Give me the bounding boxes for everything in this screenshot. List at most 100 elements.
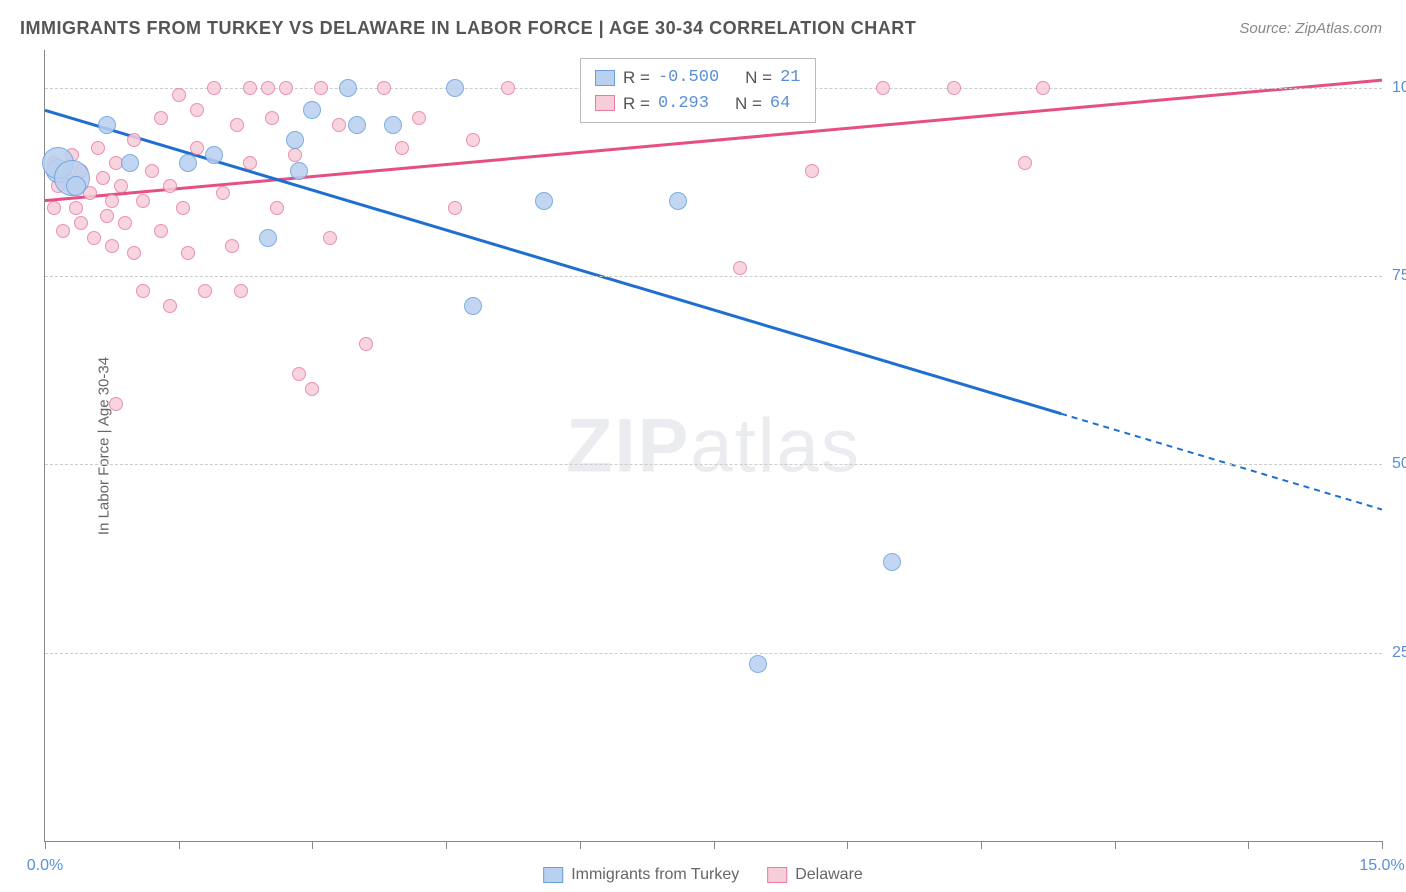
data-point (179, 154, 197, 172)
gridline (45, 276, 1382, 277)
correlation-legend-row: R =-0.500N =21 (595, 65, 801, 91)
x-tick (714, 841, 715, 849)
data-point (348, 116, 366, 134)
data-point (290, 162, 308, 180)
source-attribution: Source: ZipAtlas.com (1239, 20, 1382, 37)
data-point (261, 81, 275, 95)
x-tick (847, 841, 848, 849)
gridline (45, 653, 1382, 654)
data-point (205, 146, 223, 164)
x-tick (1248, 841, 1249, 849)
legend-swatch (595, 70, 615, 86)
data-point (198, 284, 212, 298)
data-point (100, 209, 114, 223)
y-tick-label: 50.0% (1392, 455, 1406, 473)
source-prefix: Source: (1239, 20, 1295, 37)
data-point (286, 131, 304, 149)
series-legend: Immigrants from Turkey Delaware (543, 866, 863, 884)
data-point (384, 116, 402, 134)
data-point (733, 261, 747, 275)
data-point (1018, 156, 1032, 170)
data-point (47, 201, 61, 215)
data-point (314, 81, 328, 95)
n-label: N = (735, 91, 762, 117)
data-point (181, 246, 195, 260)
x-tick-label: 0.0% (27, 857, 63, 875)
data-point (1036, 81, 1050, 95)
x-tick (179, 841, 180, 849)
chart-title: IMMIGRANTS FROM TURKEY VS DELAWARE IN LA… (20, 18, 916, 39)
data-point (56, 224, 70, 238)
data-point (225, 239, 239, 253)
trend-line (1061, 414, 1382, 510)
data-point (74, 216, 88, 230)
legend-item: Delaware (767, 866, 863, 884)
data-point (234, 284, 248, 298)
data-point (243, 81, 257, 95)
data-point (292, 367, 306, 381)
data-point (279, 81, 293, 95)
data-point (270, 201, 284, 215)
data-point (114, 179, 128, 193)
data-point (87, 231, 101, 245)
data-point (207, 81, 221, 95)
data-point (883, 553, 901, 571)
data-point (98, 116, 116, 134)
data-point (145, 164, 159, 178)
data-point (136, 284, 150, 298)
data-point (332, 118, 346, 132)
data-point (190, 141, 204, 155)
legend-label: Immigrants from Turkey (571, 866, 739, 884)
r-value: 0.293 (658, 91, 709, 117)
data-point (66, 176, 86, 196)
data-point (105, 194, 119, 208)
gridline (45, 464, 1382, 465)
data-point (947, 81, 961, 95)
x-tick (981, 841, 982, 849)
data-point (339, 79, 357, 97)
x-tick (1382, 841, 1383, 849)
data-point (163, 179, 177, 193)
data-point (448, 201, 462, 215)
data-point (412, 111, 426, 125)
data-point (395, 141, 409, 155)
y-tick-label: 75.0% (1392, 267, 1406, 285)
x-tick (312, 841, 313, 849)
n-label: N = (745, 65, 772, 91)
data-point (69, 201, 83, 215)
y-tick-label: 100.0% (1392, 79, 1406, 97)
data-point (216, 186, 230, 200)
data-point (163, 299, 177, 313)
data-point (305, 382, 319, 396)
data-point (154, 224, 168, 238)
source-link[interactable]: ZipAtlas.com (1295, 20, 1382, 37)
data-point (876, 81, 890, 95)
data-point (118, 216, 132, 230)
data-point (466, 133, 480, 147)
data-point (243, 156, 257, 170)
data-point (176, 201, 190, 215)
x-tick (45, 841, 46, 849)
legend-item: Immigrants from Turkey (543, 866, 739, 884)
data-point (91, 141, 105, 155)
data-point (127, 246, 141, 260)
data-point (190, 103, 204, 117)
data-point (535, 192, 553, 210)
legend-swatch (595, 95, 615, 111)
data-point (669, 192, 687, 210)
data-point (303, 101, 321, 119)
data-point (154, 111, 168, 125)
n-value: 64 (770, 91, 790, 117)
y-tick-label: 25.0% (1392, 644, 1406, 662)
legend-label: Delaware (795, 866, 863, 884)
data-point (265, 111, 279, 125)
r-value: -0.500 (658, 65, 719, 91)
data-point (121, 154, 139, 172)
data-point (259, 229, 277, 247)
data-point (109, 397, 123, 411)
data-point (230, 118, 244, 132)
data-point (172, 88, 186, 102)
correlation-legend-row: R = 0.293N =64 (595, 91, 801, 117)
data-point (105, 239, 119, 253)
data-point (136, 194, 150, 208)
